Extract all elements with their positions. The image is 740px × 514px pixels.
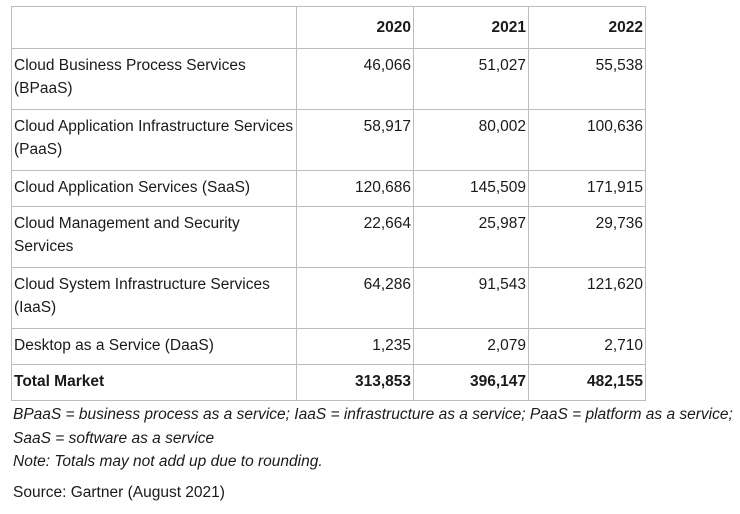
header-year-2021: 2021 xyxy=(413,6,529,49)
value-cell: 80,002 xyxy=(413,109,529,171)
abbreviation-definitions: BPaaS = business process as a service; I… xyxy=(13,406,733,447)
table-row: Desktop as a Service (DaaS) 1,235 2,079 … xyxy=(11,328,646,365)
source-citation: Source: Gartner (August 2021) xyxy=(13,484,225,501)
value-cell: 51,027 xyxy=(413,48,529,110)
value-cell: 145,509 xyxy=(413,170,529,207)
value-cell: 58,917 xyxy=(296,109,414,171)
value-cell: 2,079 xyxy=(413,328,529,365)
table-row: Cloud System Infrastructure Services (Ia… xyxy=(11,267,646,329)
footnotes: BPaaS = business process as a service; I… xyxy=(13,403,733,474)
table-row: Cloud Application Infrastructure Service… xyxy=(11,109,646,171)
row-label: Cloud Business Process Services (BPaaS) xyxy=(11,48,297,110)
cloud-forecast-table: 2020 2021 2022 Cloud Business Process Se… xyxy=(11,6,646,401)
row-label: Cloud System Infrastructure Services (Ia… xyxy=(11,267,297,329)
value-cell: 100,636 xyxy=(528,109,646,171)
value-cell: 22,664 xyxy=(296,206,414,268)
total-value-cell: 313,853 xyxy=(296,364,414,401)
value-cell: 120,686 xyxy=(296,170,414,207)
total-value-cell: 482,155 xyxy=(528,364,646,401)
forecast-table-container: 2020 2021 2022 Cloud Business Process Se… xyxy=(11,6,646,401)
row-label: Desktop as a Service (DaaS) xyxy=(11,328,297,365)
value-cell: 46,066 xyxy=(296,48,414,110)
value-cell: 121,620 xyxy=(528,267,646,329)
table-row: Cloud Application Services (SaaS) 120,68… xyxy=(11,170,646,207)
total-row: Total Market 313,853 396,147 482,155 xyxy=(11,364,646,401)
header-year-2020: 2020 xyxy=(296,6,414,49)
row-label: Cloud Application Infrastructure Service… xyxy=(11,109,297,171)
table-row: Cloud Management and Security Services 2… xyxy=(11,206,646,268)
value-cell: 91,543 xyxy=(413,267,529,329)
rounding-note: Note: Totals may not add up due to round… xyxy=(13,453,323,470)
value-cell: 64,286 xyxy=(296,267,414,329)
table-header-row: 2020 2021 2022 xyxy=(11,6,646,49)
table-row: Cloud Business Process Services (BPaaS) … xyxy=(11,48,646,110)
header-year-2022: 2022 xyxy=(528,6,646,49)
row-label: Cloud Application Services (SaaS) xyxy=(11,170,297,207)
value-cell: 2,710 xyxy=(528,328,646,365)
value-cell: 29,736 xyxy=(528,206,646,268)
value-cell: 1,235 xyxy=(296,328,414,365)
value-cell: 171,915 xyxy=(528,170,646,207)
value-cell: 55,538 xyxy=(528,48,646,110)
value-cell: 25,987 xyxy=(413,206,529,268)
total-value-cell: 396,147 xyxy=(413,364,529,401)
total-label: Total Market xyxy=(11,364,297,401)
header-label-cell xyxy=(11,6,297,49)
row-label: Cloud Management and Security Services xyxy=(11,206,297,268)
